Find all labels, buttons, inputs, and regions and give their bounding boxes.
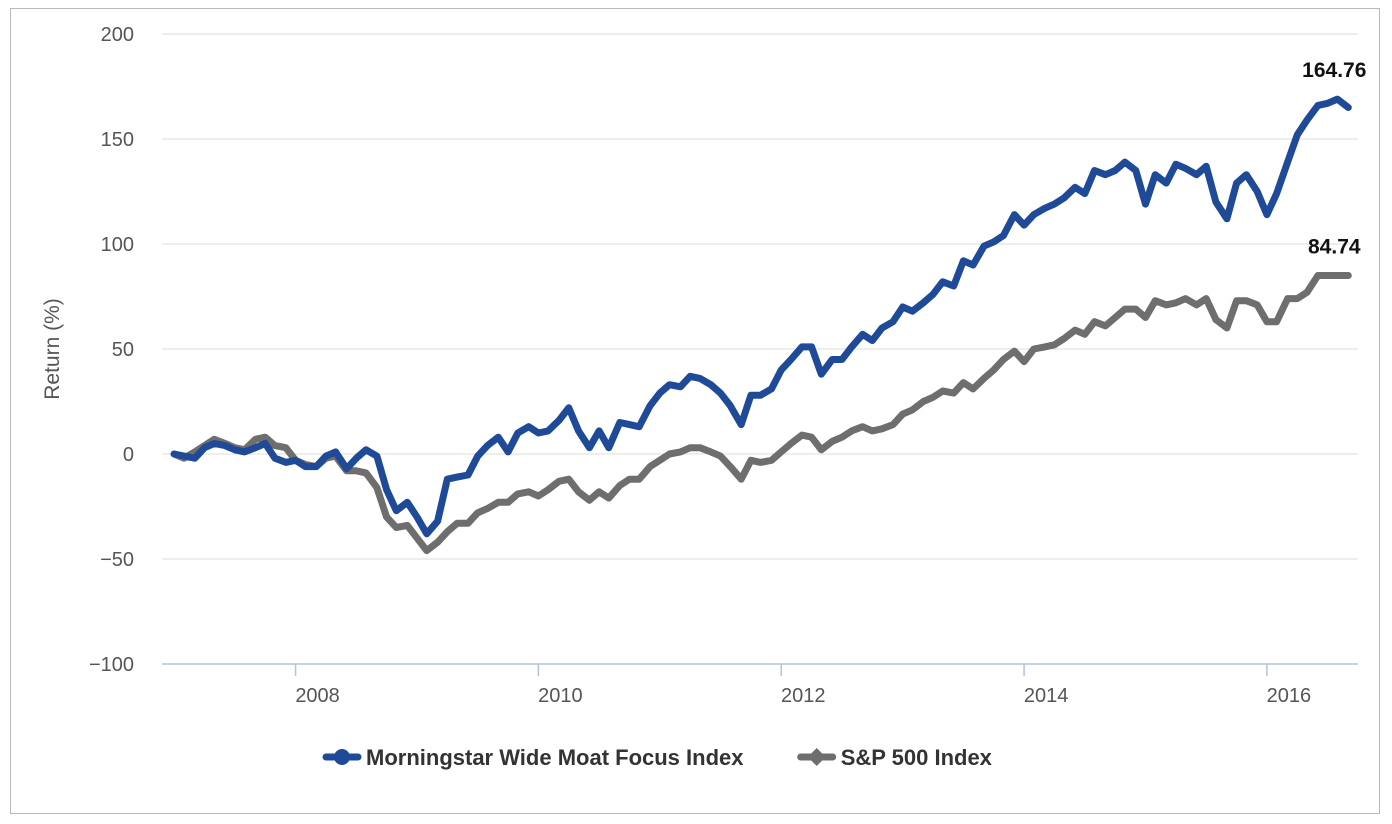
- legend-label: Morningstar Wide Moat Focus Index: [366, 745, 744, 770]
- y-axis-ticks: 200 150 100 50 0 −50 −100: [89, 24, 134, 676]
- legend-marker-circle: [334, 749, 350, 765]
- x-tick-label: 2014: [1024, 685, 1069, 707]
- legend-marker-diamond: [807, 748, 826, 766]
- y-axis-label: Return (%): [41, 298, 64, 400]
- legend: Morningstar Wide Moat Focus Index S&P 500…: [322, 745, 993, 770]
- series-line: [170, 95, 1352, 538]
- end-labels: 164.76 84.74: [1302, 59, 1366, 258]
- x-tick-label: 2016: [1267, 685, 1312, 707]
- y-tick-label: 0: [123, 444, 134, 466]
- chart-frame: [10, 8, 1380, 814]
- y-tick-label: 50: [112, 339, 134, 361]
- y-tick-label: 100: [101, 234, 134, 256]
- series-lines: [170, 95, 1352, 555]
- legend-label: S&P 500 Index: [841, 745, 993, 770]
- x-tick-label: 2010: [538, 685, 583, 707]
- y-tick-label: −100: [89, 654, 134, 676]
- gridlines: [162, 33, 1358, 560]
- series-line: [170, 272, 1352, 555]
- end-value-label: 84.74: [1308, 236, 1361, 259]
- legend-item[interactable]: Morningstar Wide Moat Focus Index: [322, 745, 744, 770]
- y-tick-label: −50: [100, 549, 134, 571]
- x-axis-ticks: 2008 2010 2012 2014 2016: [294, 664, 1312, 707]
- legend-item[interactable]: S&P 500 Index: [797, 745, 993, 770]
- x-tick-label: 2008: [295, 685, 340, 707]
- end-value-label: 164.76: [1302, 59, 1366, 82]
- y-tick-label: 200: [101, 24, 134, 46]
- y-tick-label: 150: [101, 129, 134, 151]
- x-tick-label: 2012: [781, 685, 826, 707]
